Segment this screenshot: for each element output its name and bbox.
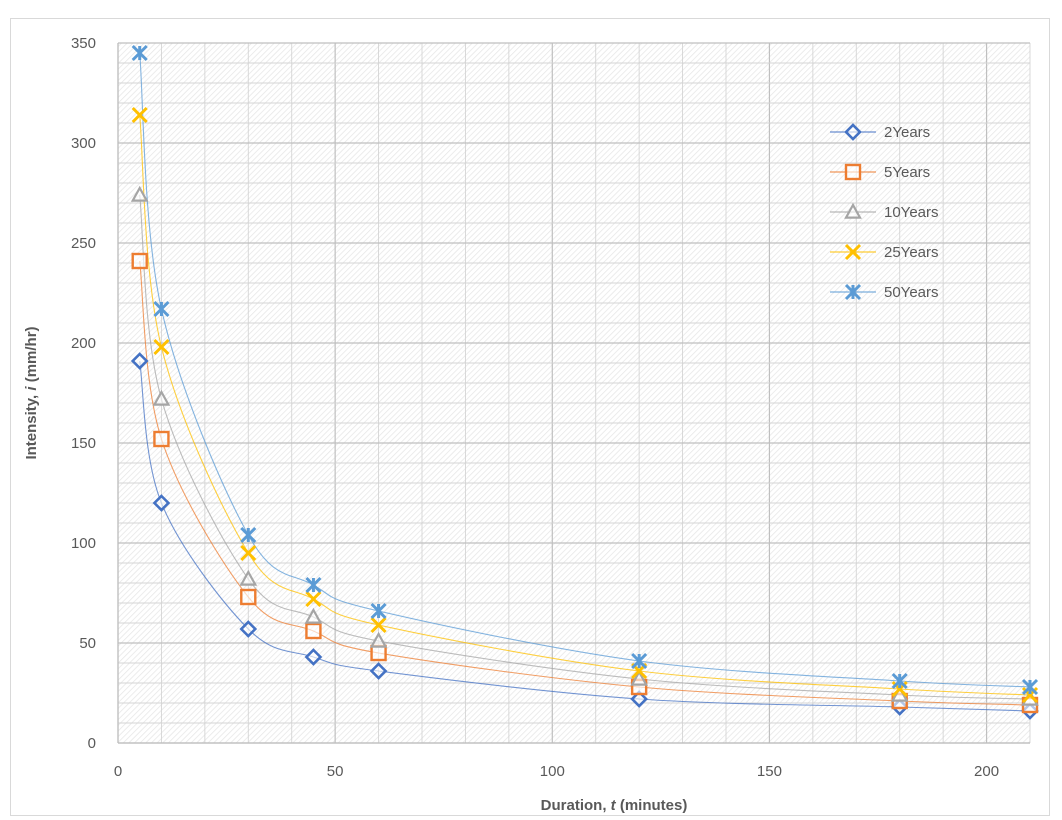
legend-marker (844, 202, 862, 219)
marker-10Years (152, 389, 171, 406)
legend-label: 50Years (884, 284, 939, 301)
x-axis-title: Duration, t (minutes) (541, 797, 688, 814)
marker-50Years (370, 602, 387, 620)
marker-50Years (131, 44, 148, 62)
marker-50Years (1021, 678, 1039, 696)
marker-5Years (370, 644, 387, 662)
marker-2Years (304, 648, 323, 666)
legend-item-5Years: 5Years (830, 163, 930, 181)
marker-2Years (239, 620, 258, 638)
marker-25Years (240, 544, 257, 562)
legend-marker (844, 283, 862, 301)
x-tick-label: 0 (114, 763, 122, 780)
marker-10Years (130, 185, 149, 202)
marker-10Years (369, 631, 388, 648)
y-tick-label: 50 (79, 635, 96, 652)
legend: 2Years 5Years 10Years 25Years 50Years (830, 123, 939, 301)
marker-5Years (131, 252, 148, 270)
marker-50Years (240, 526, 257, 544)
y-axis-title: Intensity, i (mm/hr) (23, 326, 40, 459)
legend-label: 25Years (884, 244, 939, 261)
marker-5Years (153, 430, 170, 448)
y-tick-label: 150 (71, 435, 96, 452)
marker-25Years (305, 590, 322, 608)
marker-5Years (240, 588, 257, 606)
x-tick-label: 150 (757, 763, 782, 780)
y-tick-label: 200 (71, 335, 96, 352)
y-tick-label: 350 (71, 35, 96, 52)
x-tick-label: 200 (974, 763, 999, 780)
tick-labels: 0 50 100 150 200 0 50 100 150 200 250 300 350 (71, 35, 999, 780)
marker-50Years (891, 672, 908, 690)
legend-label: 10Years (884, 204, 939, 221)
marker-10Years (630, 669, 649, 686)
y-tick-label: 0 (88, 735, 96, 752)
marker-5Years (305, 622, 322, 640)
marker-10Years (304, 607, 323, 624)
marker-50Years (631, 652, 648, 670)
legend-item-2Years: 2Years (830, 123, 930, 141)
marker-50Years (153, 300, 170, 318)
plot-area (118, 43, 1030, 743)
y-tick-label: 300 (71, 135, 96, 152)
marker-2Years (130, 352, 149, 370)
curve-5Years (139, 260, 1031, 706)
marker-25Years (131, 106, 148, 124)
x-tick-label: 100 (540, 763, 565, 780)
legend-marker (844, 243, 862, 261)
x-tick-label: 50 (327, 763, 344, 780)
legend-marker (844, 123, 862, 141)
legend-item-25Years: 25Years (830, 243, 939, 261)
legend-label: 2Years (884, 124, 930, 141)
axes (117, 43, 1030, 744)
y-tick-label: 250 (71, 235, 96, 252)
legend-marker (844, 163, 862, 181)
y-tick-label: 100 (71, 535, 96, 552)
legend-item-50Years: 50Years (830, 283, 939, 301)
marker-2Years (152, 494, 171, 512)
marker-25Years (153, 338, 170, 356)
marker-2Years (369, 662, 388, 680)
marker-25Years (370, 616, 387, 634)
marker-10Years (239, 569, 258, 586)
marker-2Years (630, 690, 648, 708)
legend-label: 5Years (884, 164, 930, 181)
marker-50Years (305, 576, 322, 594)
data-markers (130, 44, 1039, 720)
legend-item-10Years: 10Years (830, 202, 939, 221)
